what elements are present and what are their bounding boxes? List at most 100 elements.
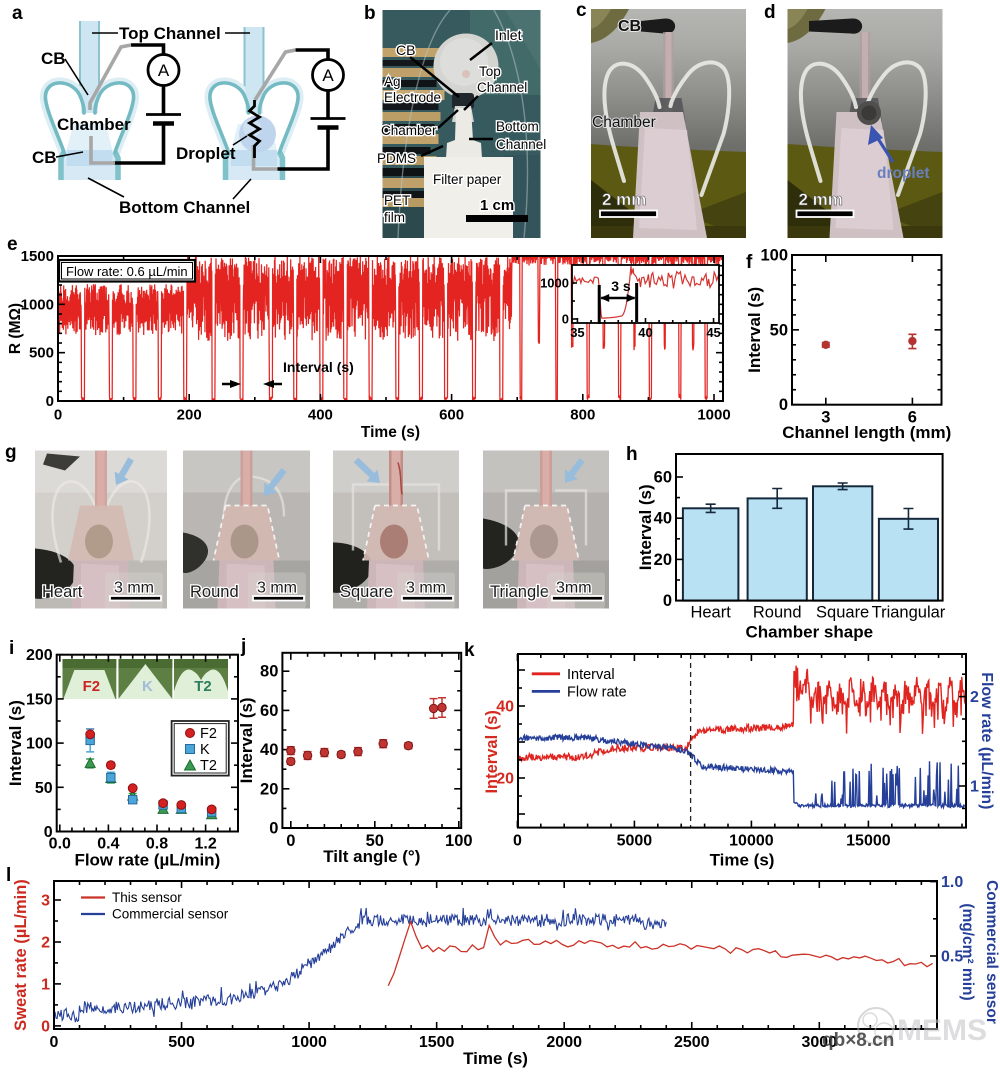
- svg-text:Time (s): Time (s): [710, 851, 775, 870]
- svg-text:100: 100: [26, 736, 53, 753]
- svg-text:60: 60: [654, 469, 672, 487]
- svg-text:Chamber: Chamber: [592, 114, 656, 131]
- svg-text:Ag: Ag: [384, 74, 401, 89]
- svg-text:40: 40: [260, 741, 278, 759]
- svg-text:Time (s): Time (s): [361, 424, 420, 441]
- svg-text:80: 80: [260, 663, 278, 681]
- svg-text:2 mm: 2 mm: [602, 190, 646, 209]
- svg-text:T2: T2: [200, 758, 217, 774]
- svg-text:A: A: [322, 66, 334, 85]
- svg-text:Time (s): Time (s): [463, 1049, 528, 1068]
- svg-text:Triangular: Triangular: [872, 604, 946, 622]
- svg-text:Inlet: Inlet: [495, 27, 522, 43]
- svg-text:20: 20: [654, 551, 672, 569]
- svg-text:Interval (s): Interval (s): [636, 484, 655, 570]
- svg-text:Interval: Interval: [567, 667, 615, 683]
- svg-text:Channel: Channel: [496, 137, 546, 152]
- svg-text:50: 50: [35, 780, 53, 797]
- svg-text:3: 3: [821, 409, 830, 427]
- svg-text:100: 100: [445, 832, 473, 850]
- svg-text:h: h: [626, 444, 638, 465]
- svg-text:2000: 2000: [546, 1034, 582, 1051]
- svg-text:F2: F2: [200, 726, 217, 742]
- svg-text:e: e: [7, 234, 18, 255]
- svg-text:F2: F2: [83, 678, 101, 695]
- svg-text:3 mm: 3 mm: [257, 580, 297, 597]
- svg-text:200: 200: [26, 647, 53, 664]
- svg-text:6: 6: [908, 409, 917, 427]
- svg-text:0: 0: [779, 396, 788, 414]
- svg-text:45: 45: [706, 325, 720, 340]
- svg-text:PDMS: PDMS: [377, 151, 416, 166]
- svg-text:K: K: [200, 742, 210, 758]
- svg-text:This sensor: This sensor: [112, 890, 182, 905]
- svg-text:0.4: 0.4: [97, 836, 119, 853]
- svg-text:film: film: [384, 210, 405, 225]
- svg-text:0.0: 0.0: [49, 836, 71, 853]
- svg-text:2: 2: [970, 689, 979, 706]
- svg-text:2500: 2500: [674, 1034, 710, 1051]
- svg-text:35: 35: [570, 325, 584, 340]
- svg-text:Round: Round: [753, 604, 802, 622]
- svg-text:Flow rate (µL/min): Flow rate (µL/min): [978, 672, 995, 809]
- svg-text:K: K: [142, 678, 153, 695]
- svg-text:5000: 5000: [617, 833, 653, 850]
- svg-text:d: d: [764, 2, 776, 23]
- svg-text:Chamber shape: Chamber shape: [746, 623, 874, 642]
- svg-text:Interval (s): Interval (s): [6, 700, 25, 786]
- svg-text:1.2: 1.2: [194, 836, 216, 853]
- svg-text:CB: CB: [32, 148, 57, 167]
- svg-text:Chamber: Chamber: [381, 123, 437, 138]
- svg-text:Chamber: Chamber: [57, 115, 131, 134]
- svg-text:Flow rate: Flow rate: [567, 685, 627, 701]
- svg-text:0: 0: [54, 407, 62, 424]
- svg-text:Channel: Channel: [477, 80, 527, 95]
- svg-text:50: 50: [366, 832, 384, 850]
- svg-text:Interval (s): Interval (s): [483, 710, 501, 793]
- svg-text:A: A: [158, 61, 170, 80]
- svg-text:1: 1: [970, 779, 979, 796]
- svg-text:f: f: [746, 252, 753, 273]
- svg-text:500: 500: [168, 1034, 195, 1051]
- svg-text:10000: 10000: [729, 833, 774, 850]
- svg-text:0: 0: [41, 1018, 50, 1035]
- svg-text:R (MΩ): R (MΩ): [7, 303, 24, 354]
- svg-text:1500: 1500: [419, 1034, 455, 1051]
- svg-text:CB: CB: [396, 42, 415, 58]
- svg-text:1000: 1000: [697, 407, 730, 424]
- svg-text:PET: PET: [384, 193, 410, 208]
- svg-text:3 mm: 3 mm: [114, 580, 154, 597]
- svg-text:i: i: [9, 638, 14, 659]
- svg-text:100: 100: [760, 247, 788, 265]
- svg-text:3: 3: [41, 892, 50, 909]
- svg-text:0: 0: [286, 832, 295, 850]
- svg-text:Heart: Heart: [690, 604, 731, 622]
- svg-text:Top: Top: [479, 64, 501, 79]
- svg-text:0: 0: [663, 592, 672, 610]
- svg-text:Interval (s): Interval (s): [237, 697, 256, 783]
- svg-text:Square: Square: [340, 583, 393, 601]
- svg-text:1000: 1000: [291, 1034, 327, 1051]
- svg-text:0: 0: [513, 833, 522, 850]
- svg-text:0.8: 0.8: [146, 836, 168, 853]
- svg-text:1500: 1500: [21, 248, 54, 265]
- svg-text:CB: CB: [618, 18, 641, 35]
- svg-text:Bottom: Bottom: [496, 119, 539, 134]
- svg-text:20: 20: [496, 771, 514, 788]
- svg-text:3mm: 3mm: [556, 580, 592, 597]
- svg-text:Triangle: Triangle: [490, 583, 549, 601]
- svg-text:Heart: Heart: [42, 583, 83, 601]
- svg-text:Tilt angle (°): Tilt angle (°): [323, 847, 420, 866]
- svg-text:800: 800: [570, 407, 595, 424]
- svg-text:j: j: [240, 636, 246, 657]
- svg-text:Commercial sensor: Commercial sensor: [983, 880, 1000, 1024]
- svg-text:0: 0: [50, 1034, 59, 1051]
- svg-text:600: 600: [439, 407, 464, 424]
- svg-text:200: 200: [177, 407, 202, 424]
- svg-text:Sweat rate (µL/min): Sweat rate (µL/min): [12, 879, 30, 1031]
- svg-text:Bottom Channel: Bottom Channel: [119, 198, 250, 217]
- svg-text:MEMS: MEMS: [897, 1014, 987, 1047]
- svg-text:Droplet: Droplet: [176, 144, 236, 163]
- svg-text:0: 0: [562, 312, 569, 327]
- svg-text:40: 40: [638, 325, 652, 340]
